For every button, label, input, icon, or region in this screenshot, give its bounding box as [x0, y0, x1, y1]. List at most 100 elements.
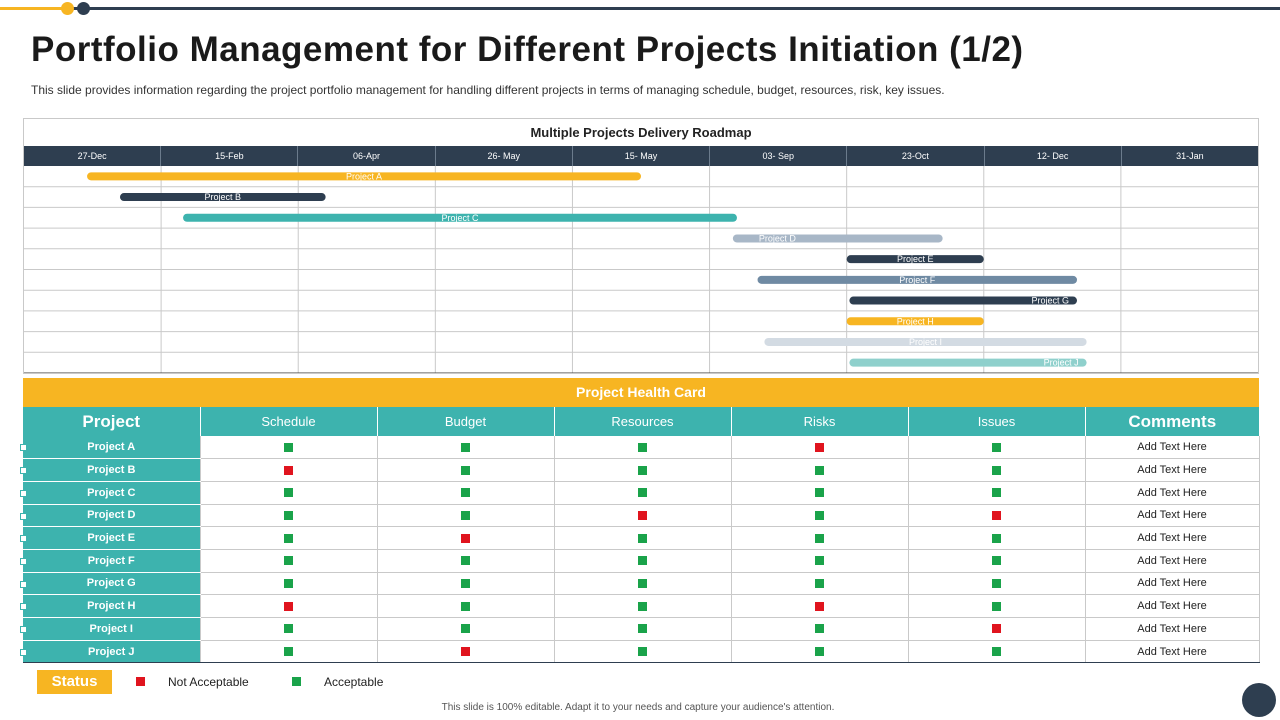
status-acceptable-indicator — [638, 442, 647, 452]
gantt-bar-label: Project B — [205, 192, 242, 202]
status-acceptable-indicator — [815, 465, 824, 475]
status-not-acceptable-indicator — [284, 465, 293, 475]
status-cell — [731, 617, 909, 641]
table-row: Project I Add Text Here — [20, 617, 1260, 641]
gantt-bar — [87, 172, 641, 181]
status-cell — [908, 458, 1086, 482]
gantt-bar-label: Project C — [442, 213, 480, 223]
status-cell — [731, 504, 909, 528]
legend-acceptable-label: Acceptable — [324, 675, 384, 689]
status-acceptable-indicator — [638, 579, 647, 589]
status-cell — [731, 481, 909, 505]
status-acceptable-indicator — [284, 533, 293, 543]
status-cell — [908, 436, 1086, 460]
status-acceptable-indicator — [284, 579, 293, 589]
date-tick-label: 27-Dec — [24, 146, 162, 166]
gantt-bar — [764, 337, 1087, 346]
status-cell — [908, 526, 1086, 550]
status-cell — [731, 526, 909, 550]
gantt-bar — [849, 296, 1078, 305]
status-acceptable-indicator — [815, 511, 824, 520]
status-not-acceptable-indicator — [992, 511, 1001, 520]
status-cell — [200, 572, 378, 596]
gantt-bar-label: Project E — [897, 254, 934, 264]
column-header: Project — [23, 407, 201, 436]
status-acceptable-indicator — [638, 556, 647, 566]
status-not-acceptable-indicator — [815, 601, 824, 611]
project-name-cell: Project D — [20, 504, 201, 528]
status-cell — [908, 481, 1086, 505]
status-cell — [200, 436, 378, 460]
status-acceptable-indicator — [815, 647, 824, 657]
status-cell — [554, 617, 732, 641]
status-acceptable-indicator — [461, 511, 470, 520]
status-acceptable-indicator — [815, 579, 824, 589]
status-cell — [554, 458, 732, 482]
project-name-cell: Project I — [20, 617, 201, 641]
health-card: Project Health Card Project Schedule Budge… — [20, 378, 1260, 664]
gantt-svg: Project A Project B Project C Project D Proj… — [24, 166, 1258, 373]
status-acceptable-indicator — [638, 465, 647, 475]
health-card-header-row: Project Schedule Budget Resources Risks Issue… — [23, 407, 1259, 436]
gantt-bar-label: Project J — [1044, 358, 1079, 368]
status-cell — [377, 572, 555, 596]
table-row: Project H Add Text Here — [20, 594, 1260, 618]
page-subtitle: This slide provides information regardin… — [31, 83, 945, 97]
date-tick-label: 15-Feb — [161, 146, 299, 166]
status-acceptable-indicator — [461, 624, 470, 634]
comment-cell[interactable]: Add Text Here — [1085, 458, 1260, 482]
status-cell — [377, 458, 555, 482]
decoration-dot-yellow — [61, 2, 74, 15]
roadmap-date-header: 27-Dec 15-Feb 06-Apr 26- May 15- May 03- Sep 2… — [24, 146, 1258, 166]
corner-decoration-dot — [1242, 683, 1276, 717]
comment-cell[interactable]: Add Text Here — [1085, 549, 1260, 573]
date-tick-label: 23-Oct — [847, 146, 985, 166]
table-row: Project D Add Text Here — [20, 504, 1260, 528]
status-acceptable-indicator — [815, 533, 824, 543]
status-cell — [908, 617, 1086, 641]
date-tick-label: 06-Apr — [298, 146, 436, 166]
status-cell — [377, 640, 555, 664]
status-acceptable-indicator — [815, 556, 824, 566]
status-cell — [731, 594, 909, 618]
health-card-title: Project Health Card — [23, 378, 1259, 407]
comment-cell[interactable]: Add Text Here — [1085, 594, 1260, 618]
comment-cell[interactable]: Add Text Here — [1085, 436, 1260, 460]
table-row: Project C Add Text Here — [20, 481, 1260, 505]
status-acceptable-indicator — [638, 647, 647, 657]
comment-cell[interactable]: Add Text Here — [1085, 572, 1260, 596]
comment-cell[interactable]: Add Text Here — [1085, 526, 1260, 550]
project-name-cell: Project E — [20, 526, 201, 550]
status-acceptable-indicator — [284, 624, 293, 634]
status-cell — [554, 436, 732, 460]
status-acceptable-indicator — [992, 442, 1001, 452]
gantt-bar — [849, 358, 1087, 367]
status-acceptable-indicator — [284, 442, 293, 452]
comment-cell[interactable]: Add Text Here — [1085, 504, 1260, 528]
project-name-cell: Project G — [20, 572, 201, 596]
table-row: Project A Add Text Here — [20, 436, 1260, 460]
date-tick-label: 03- Sep — [710, 146, 848, 166]
status-cell — [377, 504, 555, 528]
status-cell — [200, 504, 378, 528]
project-name-cell: Project J — [20, 640, 201, 664]
gantt-bar — [757, 275, 1078, 284]
project-name-cell: Project A — [20, 436, 201, 460]
status-cell — [554, 549, 732, 573]
gantt-bar — [846, 255, 984, 264]
status-cell — [908, 572, 1086, 596]
status-cell — [554, 640, 732, 664]
health-card-body: Project A Add Text Here Project B Add Text … — [20, 436, 1260, 664]
status-cell — [377, 436, 555, 460]
date-tick-label: 26- May — [436, 146, 573, 166]
comment-cell[interactable]: Add Text Here — [1085, 640, 1260, 664]
status-not-acceptable-indicator — [461, 533, 470, 543]
comment-cell[interactable]: Add Text Here — [1085, 617, 1260, 641]
status-acceptable-indicator — [992, 533, 1001, 543]
status-acceptable-indicator — [461, 579, 470, 589]
comment-cell[interactable]: Add Text Here — [1085, 481, 1260, 505]
date-tick-label: 12- Dec — [985, 146, 1122, 166]
table-row: Project F Add Text Here — [20, 549, 1260, 573]
gantt-bar — [183, 213, 737, 222]
legend-not-acceptable-swatch — [136, 677, 145, 686]
